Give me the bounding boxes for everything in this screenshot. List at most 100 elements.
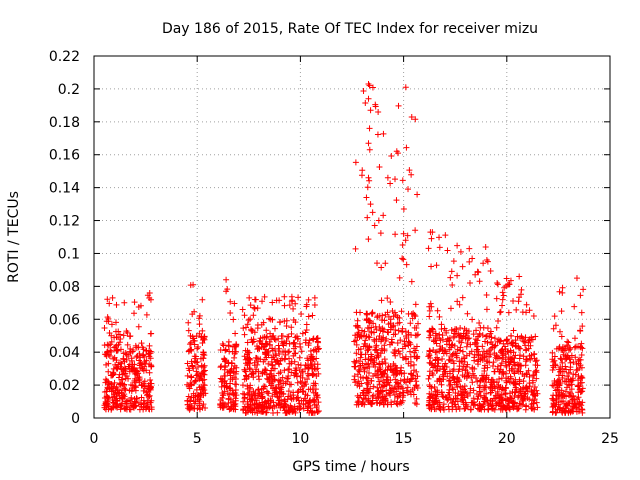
data-point: [550, 401, 557, 408]
data-point: [365, 399, 372, 406]
y-tick-label: 0.14: [49, 181, 80, 197]
data-point: [481, 362, 488, 369]
data-point: [250, 312, 257, 319]
data-point: [524, 370, 531, 377]
data-point: [560, 405, 567, 412]
data-point: [136, 379, 143, 386]
data-point: [268, 367, 275, 374]
data-point: [530, 313, 537, 320]
data-point: [200, 337, 207, 344]
data-point: [461, 325, 468, 332]
data-point: [101, 342, 108, 349]
data-point: [132, 403, 139, 410]
data-point: [549, 403, 556, 410]
data-point: [313, 355, 320, 362]
data-point: [499, 296, 506, 303]
data-point: [273, 388, 280, 395]
data-point: [559, 345, 566, 352]
x-tick-label: 25: [601, 431, 619, 447]
data-point: [503, 275, 510, 282]
data-point: [496, 338, 503, 345]
data-point: [456, 301, 463, 308]
data-point: [195, 371, 202, 378]
data-point: [457, 325, 464, 332]
data-point: [118, 393, 125, 400]
data-point: [491, 350, 498, 357]
data-point: [403, 144, 410, 151]
data-point: [499, 302, 506, 309]
data-point: [201, 352, 208, 359]
data-point: [360, 343, 367, 350]
data-point: [314, 361, 321, 368]
data-point: [368, 329, 375, 336]
data-point: [514, 406, 521, 413]
data-point: [282, 348, 289, 355]
data-point: [390, 313, 397, 320]
data-point: [368, 378, 375, 385]
data-point: [462, 388, 469, 395]
data-point: [444, 397, 451, 404]
data-point: [241, 331, 248, 338]
data-point: [531, 384, 538, 391]
data-point: [450, 350, 457, 357]
data-point: [517, 362, 524, 369]
data-point: [362, 356, 369, 363]
data-point: [495, 318, 502, 325]
data-point: [476, 330, 483, 337]
data-point: [140, 367, 147, 374]
data-point: [523, 309, 530, 316]
data-point: [276, 401, 283, 408]
y-tick-label: 0.22: [49, 49, 80, 65]
data-point: [268, 373, 275, 380]
data-point: [288, 369, 295, 376]
data-point: [303, 326, 310, 333]
data-point: [290, 339, 297, 346]
data-point: [450, 366, 457, 373]
data-point: [184, 360, 191, 367]
data-point: [285, 373, 292, 380]
data-point: [427, 329, 434, 336]
data-point: [446, 377, 453, 384]
data-point: [507, 277, 514, 284]
data-point: [363, 374, 370, 381]
data-point: [312, 386, 319, 393]
data-point: [256, 376, 263, 383]
x-tick-label: 0: [90, 431, 99, 447]
data-point: [143, 347, 150, 354]
data-point: [481, 367, 488, 374]
data-point: [483, 291, 490, 298]
data-point: [523, 371, 530, 378]
data-point: [267, 370, 274, 377]
data-point: [467, 406, 474, 413]
data-point: [131, 365, 138, 372]
data-point: [292, 334, 299, 341]
data-point: [503, 336, 510, 343]
data-point: [520, 353, 527, 360]
data-point: [408, 113, 415, 120]
data-point: [263, 403, 270, 410]
data-point: [303, 303, 310, 310]
data-point: [374, 388, 381, 395]
data-point: [268, 382, 275, 389]
data-point: [491, 343, 498, 350]
data-point: [309, 353, 316, 360]
data-point: [504, 348, 511, 355]
data-point: [426, 307, 433, 314]
data-point: [491, 395, 498, 402]
data-point: [375, 353, 382, 360]
data-point: [126, 333, 133, 340]
data-point: [196, 321, 203, 328]
data-point: [222, 346, 229, 353]
data-point: [188, 358, 195, 365]
data-point: [353, 341, 360, 348]
data-point: [496, 309, 503, 316]
data-point: [579, 385, 586, 392]
data-point: [483, 256, 490, 263]
data-point: [195, 363, 202, 370]
data-point: [438, 321, 445, 328]
data-point: [137, 302, 144, 309]
data-point: [571, 402, 578, 409]
data-point: [407, 348, 414, 355]
data-point: [217, 404, 224, 411]
data-point: [577, 292, 584, 299]
